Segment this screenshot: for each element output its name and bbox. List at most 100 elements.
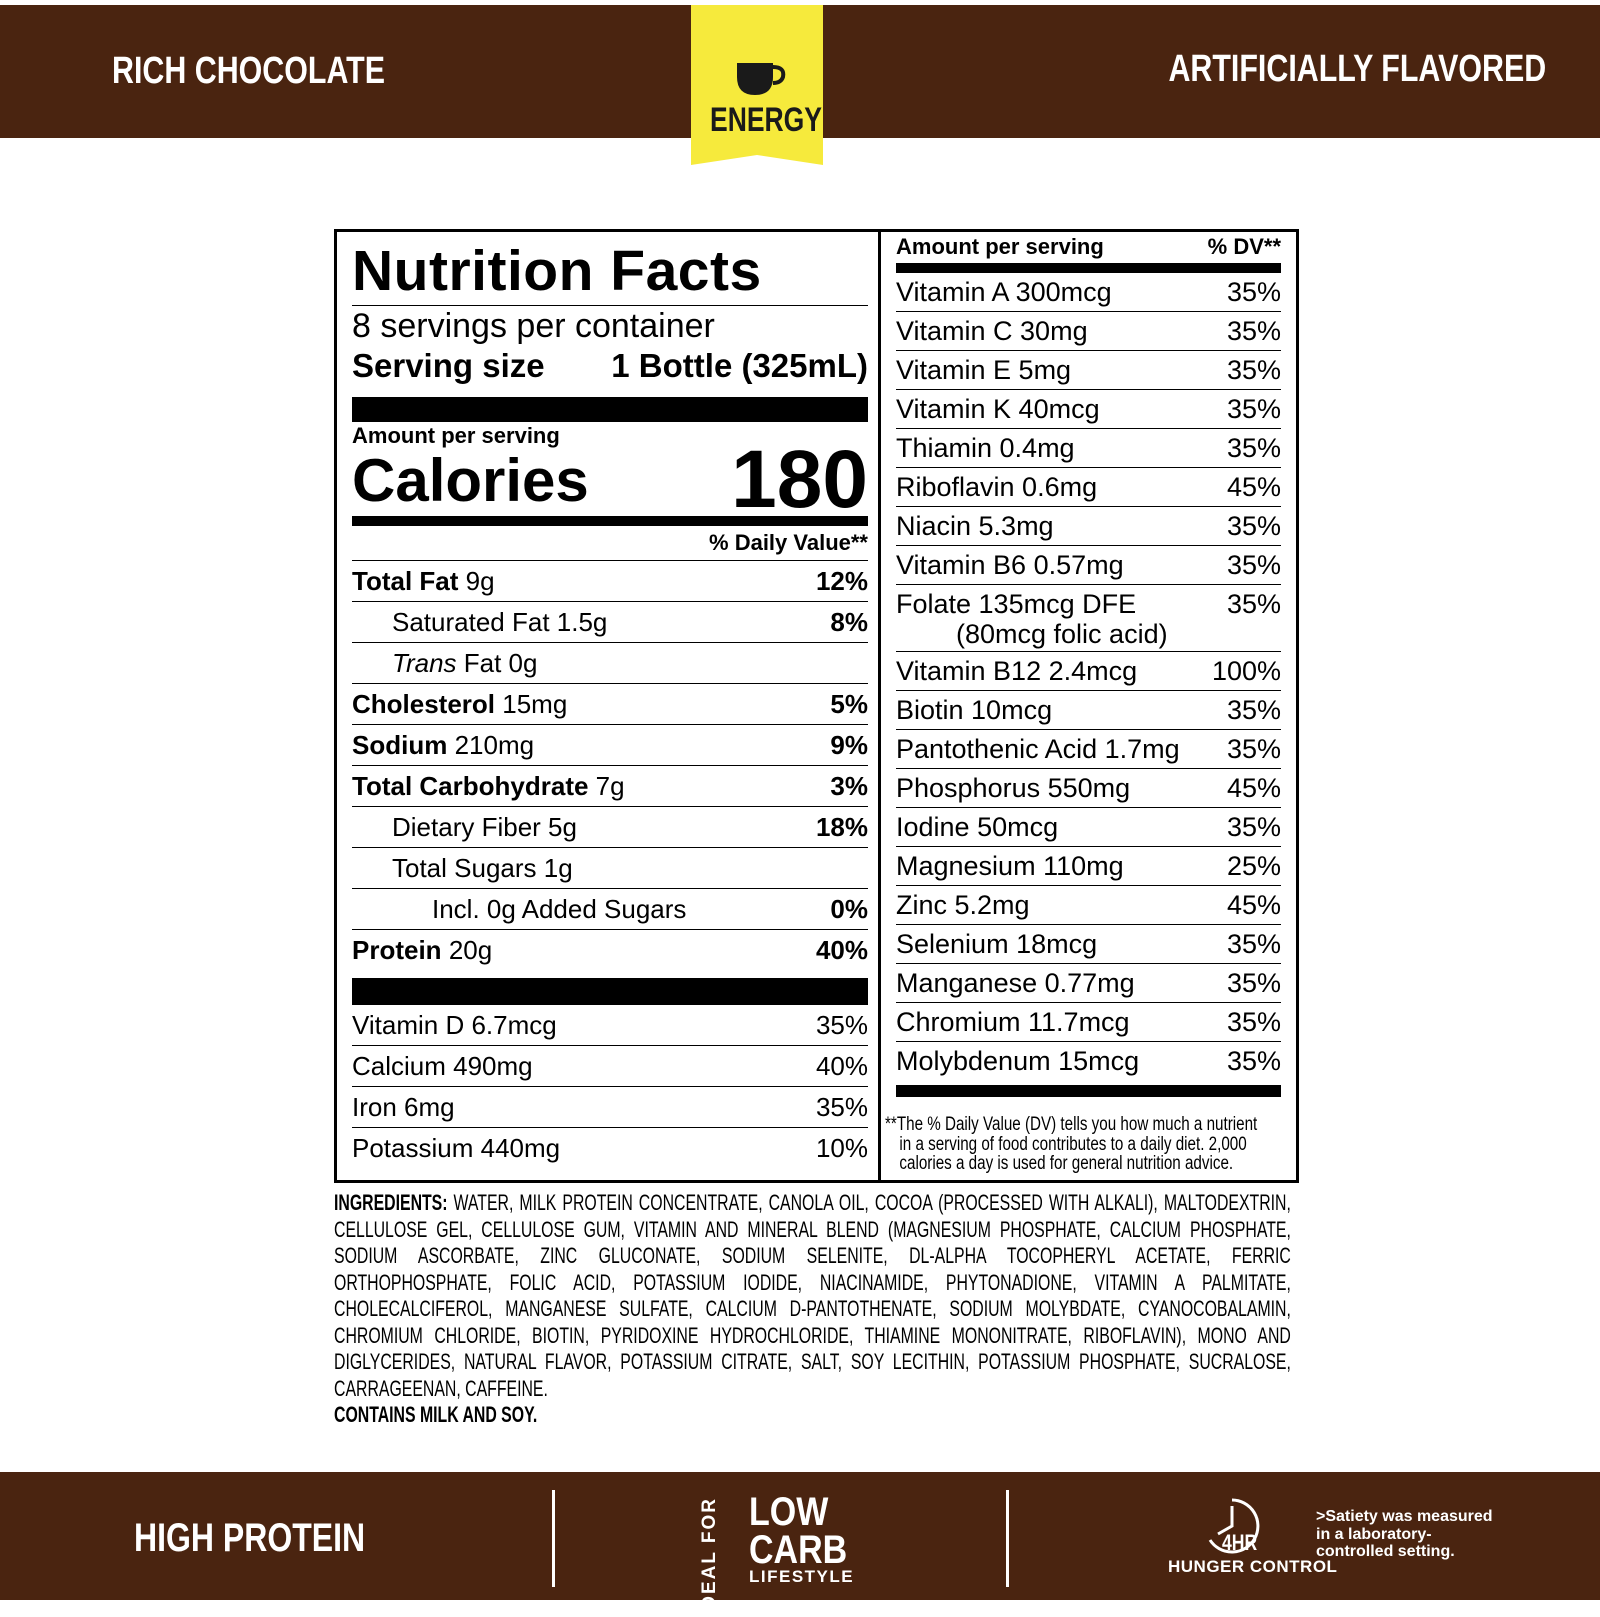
nutrient-name: Dietary Fiber 5g (392, 811, 577, 842)
flavoring-note: ARTIFICIALLY FLAVORED (1168, 48, 1546, 90)
daily-value: 35% (1226, 589, 1281, 619)
calories-value: 180 (731, 434, 868, 525)
vitamin: Manganese 0.77mg (896, 968, 1135, 999)
vitamin: Vitamin K 40mcg (896, 394, 1100, 425)
nutrient-name: Incl. 0g Added Sugars (432, 893, 687, 924)
daily-value: 35% (1226, 394, 1281, 424)
serving-size-row: Serving size 1 Bottle (325mL) (352, 346, 868, 386)
footer-bar (0, 1472, 1600, 1600)
vitamin-name: Selenium 18mcg (896, 929, 1098, 959)
daily-value: 35% (1226, 433, 1281, 463)
vitamin: Molybdenum 15mcg (896, 1046, 1139, 1077)
dv-header: % Daily Value** (709, 530, 868, 555)
vitamin: Vitamin B6 0.57mg (896, 550, 1124, 581)
thick-rule (352, 978, 868, 1005)
daily-value: 18% (815, 811, 868, 842)
mineral-rows: Vitamin D 6.7mcg 35% Calcium 490mg 40% Iron … (352, 1005, 868, 1168)
mineral-row: Vitamin D 6.7mcg 35% (352, 1005, 868, 1045)
daily-value: 45% (1226, 472, 1281, 502)
vitamin: Niacin 5.3mg (896, 511, 1054, 542)
vitamin: Zinc 5.2mg (896, 890, 1030, 921)
nutrient-row: Dietary Fiber 5g 18% (352, 806, 868, 847)
daily-value: 35% (1226, 929, 1281, 959)
low: LOW (749, 1490, 829, 1534)
vitamin-row: Chromium 11.7mcg 35% (896, 1003, 1281, 1042)
mineral-row: Potassium 440mg 10% (352, 1127, 868, 1168)
high-protein: HIGH PROTEIN (134, 1516, 366, 1560)
serving-size-label: Serving size (352, 347, 545, 384)
vitamin-name: Molybdenum 15mcg (896, 1046, 1140, 1076)
vitamin: Phosphorus 550mg (896, 773, 1130, 804)
daily-value: 10% (815, 1132, 868, 1163)
vitamin-name: Manganese 0.77mg (896, 968, 1135, 998)
vitamin-name: Phosphorus 550mg (896, 773, 1131, 803)
vitamin-row: Vitamin K 40mcg 35% (896, 390, 1281, 429)
vitamin-row: Thiamin 0.4mg 35% (896, 429, 1281, 468)
daily-value: 45% (1226, 773, 1281, 803)
vitamin-name: Thiamin 0.4mg (896, 433, 1075, 463)
hours: 4HR (1222, 1530, 1258, 1555)
vitamin-row: Phosphorus 550mg 45% (896, 769, 1281, 808)
vitamin-row: Iodine 50mcg 35% (896, 808, 1281, 847)
divider (1006, 1490, 1009, 1587)
label-box (334, 229, 1299, 1183)
daily-value: 35% (815, 1091, 868, 1122)
nutrient: Protein 20g (352, 935, 492, 966)
calories-row: Calories 180 (352, 434, 868, 525)
daily-value: 35% (1226, 812, 1281, 842)
divider (552, 1490, 555, 1587)
nutrient-rows: Total Fat 9g 12% Saturated Fat 1.5g 8% Trans… (352, 560, 868, 970)
vitamin: Vitamin A 300mcg (896, 277, 1112, 308)
nutrient-amount: 15mg (502, 688, 568, 719)
vitamin-name: Riboflavin 0.6mg (896, 472, 1098, 502)
nutrient-row: Sodium 210mg 9% (352, 724, 868, 765)
nutrient: Total Carbohydrate 7g (352, 771, 625, 802)
vitamin-row: Vitamin E 5mg 35% (896, 351, 1281, 390)
carb: CARB (749, 1528, 848, 1572)
vitamin-name: Zinc 5.2mg (896, 890, 1030, 920)
vitamin-rows: Vitamin A 300mcg 35% Vitamin C 30mg 35% Vita… (896, 273, 1281, 1081)
nutrient-name: Total Carbohydrate (352, 770, 589, 801)
vitamin-name: Pantothenic Acid 1.7mg (896, 734, 1180, 764)
vitamin-name: Vitamin B12 2.4mcg (896, 656, 1138, 686)
daily-value: 3% (830, 770, 868, 801)
amount-label: Amount per serving (896, 234, 1104, 259)
daily-value: 0% (830, 893, 868, 924)
nutrient: Dietary Fiber 5g (392, 812, 577, 843)
nutrient-name-italic: Trans (392, 647, 457, 678)
amount-label: Amount per serving (352, 423, 560, 448)
daily-value: 35% (1226, 550, 1281, 580)
vitamin-name: Vitamin E 5mg (896, 355, 1072, 385)
cup-handle (772, 65, 786, 85)
facts-right: Amount per serving % DV** Vitamin A 300m… (896, 236, 1281, 1097)
satiety-note: >Satiety was measured in a laboratory-co… (1316, 1508, 1493, 1560)
vitamin-name: Vitamin A 300mcg (896, 277, 1112, 307)
vitamin-name: Vitamin K 40mcg (896, 394, 1100, 424)
nutrient-row: Trans Fat 0g (352, 642, 868, 683)
vitamin-name: Vitamin C 30mg (896, 316, 1088, 346)
vitamin: Chromium 11.7mcg (896, 1007, 1130, 1038)
nutrient-amount: 20g (448, 934, 493, 965)
cup-icon (737, 63, 773, 95)
servings: 8 servings per container (352, 307, 715, 345)
lifestyle: LIFESTYLE (749, 1567, 855, 1586)
vitamin-name: Niacin 5.3mg (896, 511, 1054, 541)
mineral-name: Potassium 440mg (352, 1132, 561, 1163)
nutrient-row: Total Carbohydrate 7g 3% (352, 765, 868, 806)
clock-hands (1217, 1506, 1234, 1536)
vitamin-row: Vitamin B12 2.4mcg 100% (896, 652, 1281, 691)
facts-left: Nutrition Facts 8 servings per container… (352, 240, 868, 1168)
daily-value: 8% (830, 606, 868, 637)
mineral-row: Iron 6mg 35% (352, 1086, 868, 1127)
energy-badge (691, 5, 823, 165)
medium-rule (896, 1085, 1281, 1097)
vitamin-row: Vitamin B6 0.57mg 35% (896, 546, 1281, 585)
vitamin-row: Folate 135mcg DFE (80mcg folic acid) 35% (896, 585, 1281, 652)
vitamin-row: Biotin 10mcg 35% (896, 691, 1281, 730)
vitamin-row: Zinc 5.2mg 45% (896, 886, 1281, 925)
mineral-row: Calcium 490mg 40% (352, 1045, 868, 1086)
daily-value: 25% (1226, 851, 1281, 881)
vitamin-row: Vitamin C 30mg 35% (896, 312, 1281, 351)
vitamin: Riboflavin 0.6mg (896, 472, 1097, 503)
nutrient-amount: 7g (595, 770, 625, 801)
